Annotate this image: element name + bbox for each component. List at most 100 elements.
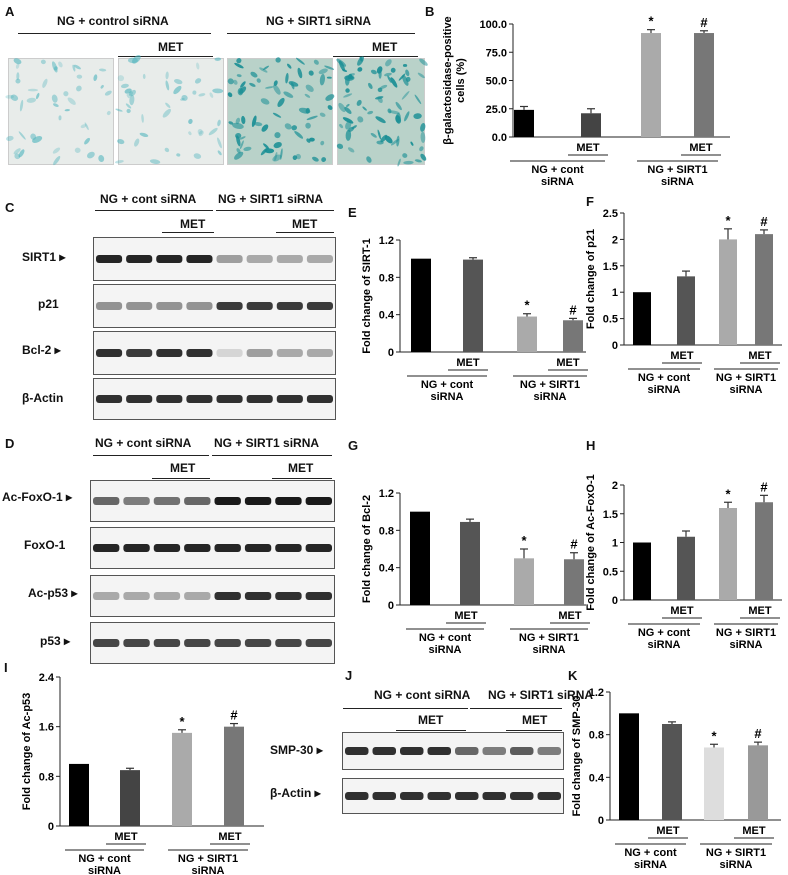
stained-cell [250, 71, 258, 78]
stained-cell [390, 67, 396, 73]
blot-band [275, 639, 302, 647]
blot-band [276, 349, 303, 357]
blot-band [153, 639, 181, 647]
stained-cell [308, 70, 314, 76]
blot-strip-bcl2 [93, 331, 336, 375]
significance-mark: * [725, 213, 731, 228]
blot-band [186, 255, 213, 263]
stained-cell [305, 84, 314, 92]
panel-d-met-label-2: MET [288, 461, 314, 475]
stained-cell [117, 139, 125, 145]
bar [755, 234, 773, 345]
blot-band [276, 255, 303, 263]
y-axis-label: Fold change of SMP-30 [571, 695, 583, 816]
blot-band [184, 639, 211, 647]
met-label: MET [456, 357, 480, 369]
blot-band [345, 747, 369, 755]
blot-band [306, 302, 333, 310]
significance-mark: * [648, 14, 654, 29]
stained-cell [263, 143, 270, 150]
y-tick-label: 2 [612, 234, 618, 246]
stained-cell [356, 99, 362, 106]
bar [719, 508, 737, 600]
blot-strip-acp53 [90, 575, 335, 617]
stained-cell [326, 76, 332, 79]
blot-band [427, 747, 451, 755]
y-tick-label: 1 [612, 287, 618, 299]
stained-cell [19, 99, 24, 112]
stained-cell [115, 108, 123, 112]
stained-cell [53, 155, 61, 166]
stained-cell [344, 106, 352, 114]
stained-cell [395, 101, 402, 111]
panel-d-bracket-sirt1 [212, 455, 332, 456]
y-tick-label: 1.2 [379, 235, 394, 247]
stained-cell [413, 113, 422, 119]
stained-cell [348, 73, 355, 77]
stained-cell [124, 88, 132, 94]
stained-cell [86, 151, 95, 159]
stained-cell [403, 160, 414, 165]
blot-band [123, 592, 150, 600]
panel-d-met-line-1 [152, 478, 210, 479]
stained-cell [149, 159, 161, 164]
stained-cell [72, 64, 76, 72]
blot-d-label-p53: p53 ▸ [40, 634, 71, 648]
stained-cell [236, 58, 242, 64]
panel-c-bracket-sirt1 [216, 210, 334, 211]
significance-mark: # [569, 302, 577, 317]
stained-cell [319, 74, 326, 86]
panel-c-met-line-2 [276, 232, 334, 233]
chart-k-smp30: Fold change of SMP-30 0 0.4 0.8 1.2 * # MET MET N… [571, 687, 781, 871]
stained-cell [18, 131, 26, 140]
stained-cell [76, 74, 83, 79]
stained-cell [84, 137, 91, 145]
stained-cell [32, 135, 43, 144]
stained-cell [402, 74, 409, 86]
panel-label-c: C [5, 200, 15, 215]
panel-label-d: D [5, 436, 15, 451]
stained-cell [378, 69, 382, 79]
blot-band [372, 792, 396, 800]
panel-j-group-ctrl: NG + cont siRNA [374, 688, 471, 702]
micrograph-background [9, 59, 113, 164]
stained-cell [338, 60, 345, 72]
blot-band [537, 747, 561, 755]
blot-band [275, 497, 302, 505]
blot-band [275, 592, 302, 600]
stained-cell [209, 92, 214, 98]
y-tick-label: 2.5 [603, 208, 618, 220]
stained-cell [285, 72, 289, 84]
blot-band [123, 497, 150, 505]
stained-cell [357, 116, 364, 123]
blot-strip-p21 [93, 284, 336, 328]
stained-cell [217, 137, 222, 149]
y-tick-label: 0 [598, 815, 604, 827]
stained-cell [162, 108, 172, 118]
blot-band [96, 302, 123, 310]
panel-j-met-line-1 [396, 730, 466, 731]
stained-cell [345, 129, 352, 141]
y-tick-label: 25.0 [486, 104, 507, 116]
bar [755, 502, 773, 600]
group-label-ctrl: NG + cont [531, 164, 584, 176]
stained-cell [260, 147, 268, 156]
blot-band [537, 792, 561, 800]
stained-cell [142, 73, 146, 80]
stained-cell [380, 134, 388, 143]
group-label-ctrl-line2: siRNA [541, 176, 574, 188]
blot-band [186, 349, 213, 357]
panel-c-met-label-1: MET [180, 217, 206, 231]
blot-band [153, 497, 181, 505]
stained-cell [100, 84, 104, 89]
stained-cell [126, 93, 130, 99]
stained-cell [390, 77, 398, 88]
bar [463, 259, 483, 352]
stained-cell [196, 62, 200, 70]
blot-band [214, 592, 241, 600]
stained-cell [359, 56, 363, 62]
stained-cell [338, 102, 346, 113]
stained-cell [336, 143, 344, 149]
stained-cell [387, 108, 392, 114]
group-label-sirt1: NG + SIRT1 [519, 632, 579, 644]
